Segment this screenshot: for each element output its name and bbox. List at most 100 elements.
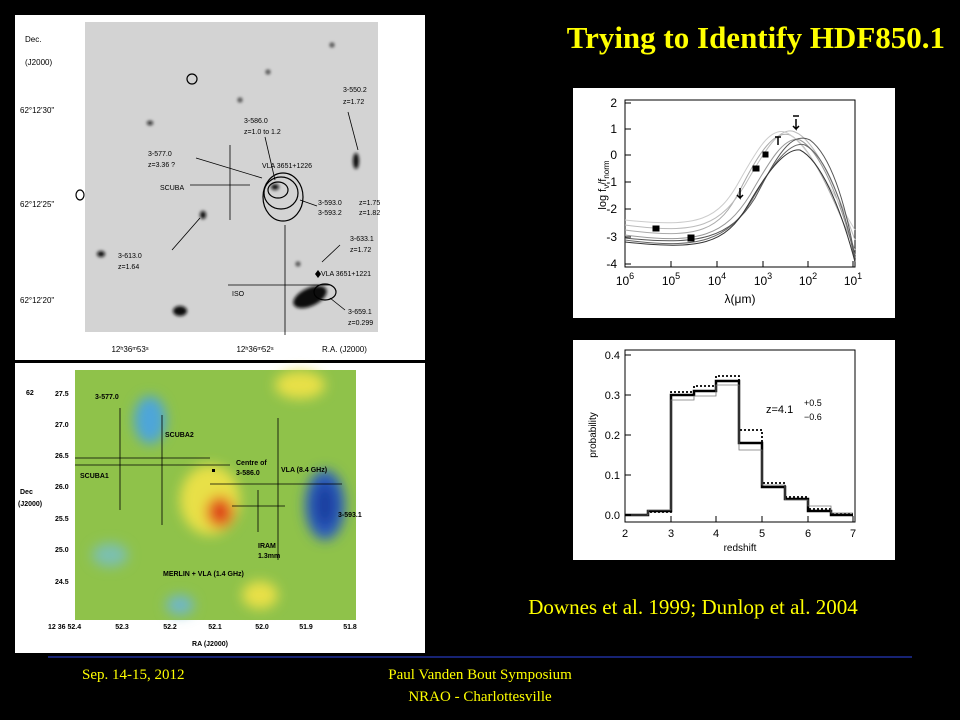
source-label: z=3.36 ? xyxy=(148,162,175,169)
text-part: norm xyxy=(602,160,611,179)
dec-tick-label: 27.5 xyxy=(55,391,69,398)
text-part: 6 xyxy=(629,271,634,281)
source-label: z=1.64 xyxy=(118,264,139,271)
dec-tick-label: 62°12'20" xyxy=(20,296,54,305)
text-part: log f xyxy=(597,188,609,210)
text-part: /f xyxy=(597,178,609,185)
ra-tick-label: 51.8 xyxy=(343,624,357,631)
source-label: 3-577.0 xyxy=(148,151,172,158)
source-label: 3-633.1 xyxy=(350,236,374,243)
map-label: IRAM xyxy=(258,543,276,550)
dec-tick-label: 25.5 xyxy=(55,516,69,523)
x-tick-label: 2 xyxy=(622,528,628,540)
map-emission xyxy=(92,371,345,615)
ra-tick-label: 12 36 52.4 xyxy=(48,624,81,631)
plot-frame xyxy=(624,99,856,268)
map-label: VLA (8.4 GHz) xyxy=(281,467,327,474)
text-part: 10 xyxy=(616,274,630,288)
galaxies xyxy=(97,43,359,316)
footer-location: NRAO - Charlottesville xyxy=(408,689,552,705)
text-part: 3 xyxy=(767,271,772,281)
map-label: Centre of xyxy=(236,460,267,467)
x-tick-label: 7 xyxy=(850,528,856,540)
axis-label: R.A. (J2000) xyxy=(322,345,367,354)
dec-tick-label: 24.5 xyxy=(55,579,69,586)
x-tick-label: 106 xyxy=(616,271,634,288)
y-tick-label: 0.0 xyxy=(605,510,620,522)
map-label: SCUBA1 xyxy=(80,473,109,480)
ra-tick-label: 52.1 xyxy=(208,624,222,631)
plot-frame xyxy=(624,349,856,523)
text-part: 10 xyxy=(799,274,813,288)
x-tick-label: 5 xyxy=(759,528,765,540)
dec-tick-label: 25.0 xyxy=(55,547,69,554)
citation: Downes et al. 1999; Dunlop et al. 2004 xyxy=(528,595,858,619)
axis-label: (J2000) xyxy=(25,58,52,67)
text-part: 10 xyxy=(844,274,858,288)
source-label: 3-550.2 xyxy=(343,87,367,94)
text-part: 4 xyxy=(721,271,726,281)
source-label: z=1.82 xyxy=(359,210,380,217)
y-tick-label: -4 xyxy=(606,257,617,271)
redshift-upper: +0.5 xyxy=(804,398,822,408)
marker-lines xyxy=(171,111,359,335)
source-label: z=1.72 xyxy=(350,247,371,254)
histogram-thin xyxy=(625,384,853,516)
panel-frame xyxy=(573,340,895,560)
x-tick-label: 104 xyxy=(708,271,726,288)
sed-points xyxy=(652,115,800,242)
y-tick-label: -1 xyxy=(606,175,617,189)
text-part: ν xyxy=(602,185,611,189)
source-label: 3-659.1 xyxy=(348,309,372,316)
optical-image xyxy=(85,22,378,332)
source-label: SCUBA xyxy=(160,185,184,192)
ra-tick-label: 52.3 xyxy=(115,624,129,631)
y-tick-label: 0 xyxy=(610,148,617,162)
x-tick-label: 105 xyxy=(662,271,680,288)
y-tick-label: 0.2 xyxy=(605,430,620,442)
sed-panel xyxy=(573,88,895,318)
y-axis-label: log fν/fnorm xyxy=(597,160,611,209)
y-tick-label: -3 xyxy=(606,230,617,244)
x-tick-label: 3 xyxy=(668,528,674,540)
source-label: VLA 3651+1221 xyxy=(321,271,371,278)
text-part: 10 xyxy=(754,274,768,288)
ra-tick-label: 12ʰ36ᵐ53ˢ xyxy=(111,345,148,354)
centre-marker xyxy=(212,469,215,472)
source-label: ISO xyxy=(232,291,245,298)
text-part: 2 xyxy=(812,271,817,281)
source-label: 3-586.0 xyxy=(244,118,268,125)
axis-label: (J2000) xyxy=(18,501,42,508)
y-tick-label: 1 xyxy=(610,122,617,136)
footer-event: Paul Vanden Bout Symposium xyxy=(388,667,572,683)
source-label: z=0.299 xyxy=(348,320,373,327)
source-label: 3-593.0 xyxy=(318,200,342,207)
map-label: 3-586.0 xyxy=(236,470,260,477)
x-tick-label: 103 xyxy=(754,271,772,288)
map-label: SCUBA2 xyxy=(165,432,194,439)
ra-tick-label: 52.0 xyxy=(255,624,269,631)
y-tick-label: -2 xyxy=(606,202,617,216)
source-label: 3-593.2 xyxy=(318,210,342,217)
optical-panel xyxy=(15,15,425,360)
source-label: z=1.72 xyxy=(343,99,364,106)
x-tick-label: 101 xyxy=(844,271,862,288)
axis-label: RA (J2000) xyxy=(192,641,228,648)
map-label: 3-577.0 xyxy=(95,394,119,401)
map-label: 3-593.1 xyxy=(338,512,362,519)
source-label: 3-613.0 xyxy=(118,253,142,260)
redshift-panel xyxy=(573,340,895,560)
ra-tick-label: 52.2 xyxy=(163,624,177,631)
x-axis-label: λ(μm) xyxy=(725,292,756,306)
redshift-lower: −0.6 xyxy=(804,412,822,422)
slide-title: Trying to Identify HDF850.1 xyxy=(567,20,945,55)
x-tick-label: 102 xyxy=(799,271,817,288)
text-part: 1 xyxy=(857,271,862,281)
x-axis-label: redshift xyxy=(724,543,757,554)
vla-marker xyxy=(315,270,321,278)
text-part: 10 xyxy=(662,274,676,288)
dec-tick-label: 62°12'25" xyxy=(20,200,54,209)
